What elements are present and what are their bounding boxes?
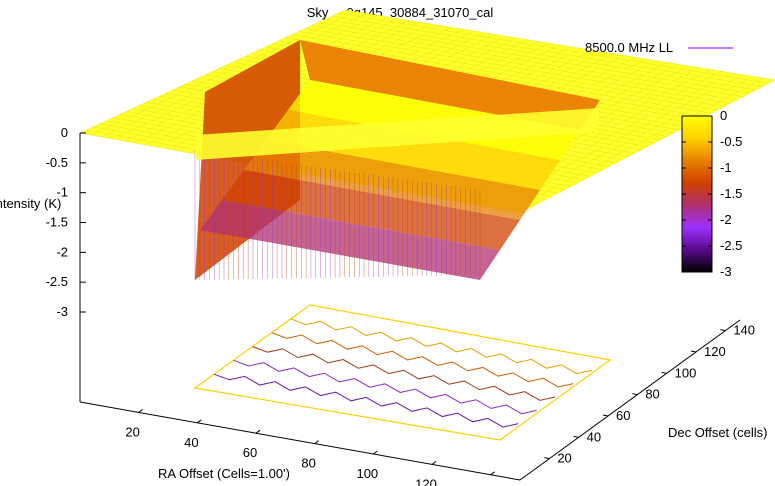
y-tick-label: 140	[733, 323, 755, 338]
colorbar-tick-label: -1.5	[720, 186, 742, 201]
y-tick	[602, 414, 609, 417]
x-axis-label: RA Offset (Cells=1.00')	[158, 466, 290, 481]
surface-mesh	[79, 9, 775, 280]
colorbar-tick-label: -3	[720, 264, 732, 279]
contour-line	[213, 373, 519, 428]
contour-line	[233, 359, 537, 415]
contour-line	[271, 332, 574, 388]
y-tick-label: 120	[704, 344, 726, 359]
contour-outline	[193, 304, 612, 441]
z-tick-label: -1	[56, 185, 68, 200]
colorbar-tick-label: -2	[720, 212, 732, 227]
colorbar-ticks: 0 -0.5 -1 -1.5 -2 -2.5 -3	[682, 108, 742, 279]
contour-projection	[193, 304, 612, 441]
mesh-line	[508, 78, 765, 212]
pit-wall-back	[300, 40, 600, 130]
colorbar-tick-label: -1	[720, 160, 732, 175]
contour-line	[290, 318, 592, 375]
x-tick-label: 40	[184, 435, 198, 450]
y-tick	[661, 371, 667, 374]
y-tick	[720, 329, 726, 332]
colorbar: 0 -0.5 -1 -1.5 -2 -2.5 -3	[681, 108, 742, 279]
x-tick-label: 60	[243, 445, 257, 460]
x-tick	[255, 429, 261, 434]
y-axis-ticks: 20 40 60 80 100 120 140	[544, 323, 755, 466]
x-tick-label: 120	[415, 476, 437, 486]
x-tick	[431, 460, 437, 465]
x-tick-label: 80	[301, 456, 315, 471]
z-tick-label: -1.5	[46, 215, 68, 230]
y-tick	[573, 435, 579, 438]
z-tick-label: -3	[56, 304, 68, 319]
y-tick-label: 80	[645, 387, 659, 402]
x-tick	[197, 419, 202, 424]
y-tick-label: 100	[675, 365, 697, 380]
y-axis-label: Dec Offset (cells)	[668, 425, 767, 440]
y-tick	[632, 393, 638, 396]
mesh-line	[519, 79, 775, 214]
y-tick-label: 60	[616, 408, 630, 423]
z-tick-label: -2.5	[46, 274, 68, 289]
colorbar-tick-label: -0.5	[720, 134, 742, 149]
z-axis-label: Intensity (K)	[0, 196, 61, 211]
legend: 8500.0 MHz LL	[585, 40, 733, 55]
x-tick	[138, 408, 143, 413]
x-tick	[314, 440, 319, 445]
mesh-line	[79, 9, 346, 134]
front-band	[195, 108, 600, 160]
mesh-line	[101, 13, 367, 138]
legend-label: 8500.0 MHz LL	[585, 40, 673, 55]
x-tick	[373, 450, 378, 455]
surface-band	[200, 200, 500, 280]
y-tick-label: 20	[557, 451, 571, 466]
y-axis-line	[519, 319, 741, 481]
x-tick	[490, 471, 495, 476]
x-axis-line	[79, 401, 521, 481]
z-axis-ticks: 0 -0.5 -1 -1.5 -2 -2.5 -3	[46, 125, 86, 319]
z-tick-label: 0	[61, 125, 68, 140]
y-tick	[544, 457, 550, 460]
z-tick-label: -0.5	[46, 155, 68, 170]
colorbar-tick-label: 0	[720, 108, 727, 123]
y-tick	[690, 350, 697, 353]
base-plane	[79, 133, 741, 481]
x-tick-label: 20	[125, 424, 139, 439]
x-tick-label: 100	[356, 466, 378, 481]
y-tick-label: 40	[587, 429, 601, 444]
colorbar-tick-label: -2.5	[720, 238, 742, 253]
surface-band	[244, 140, 540, 220]
colorbar-scale	[681, 115, 713, 273]
z-tick-label: -2	[56, 244, 68, 259]
contour-line	[252, 346, 556, 401]
mesh-line	[90, 11, 356, 136]
